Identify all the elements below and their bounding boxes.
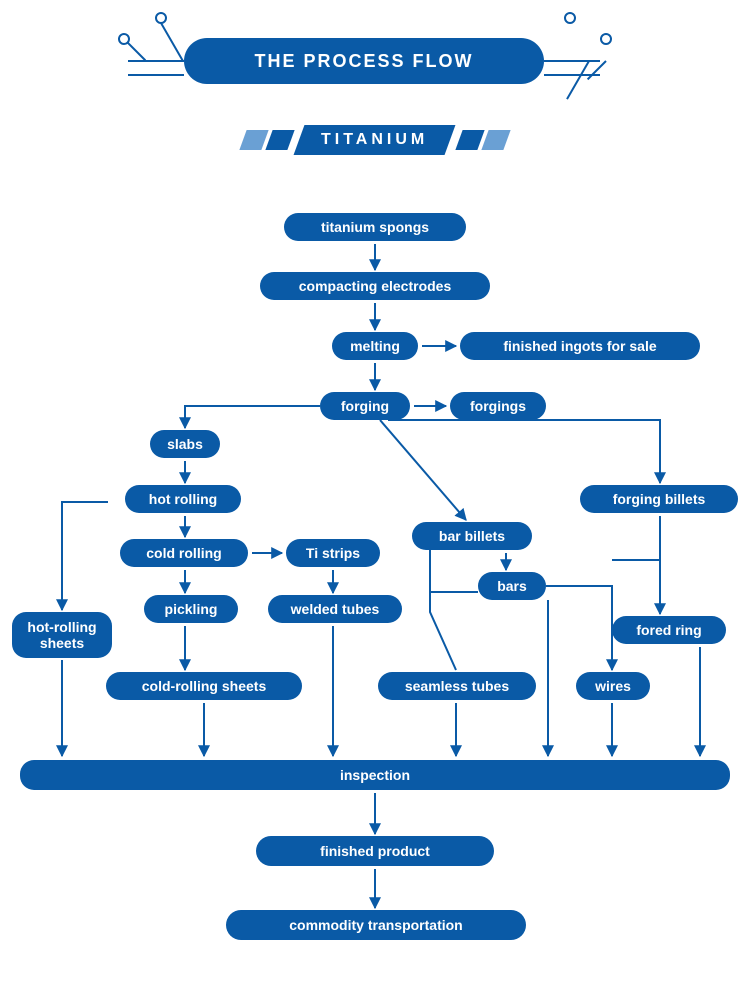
node-transport: commodity transportation: [226, 910, 526, 940]
circuit-line-left-1: [128, 60, 184, 62]
node-inspection: inspection: [20, 760, 730, 790]
skew-left-dark: [266, 130, 295, 150]
node-hotrollsheets: hot-rollingsheets: [12, 612, 112, 658]
node-forging: forging: [320, 392, 410, 420]
skew-right-dark: [455, 130, 484, 150]
circuit-dot-right-2: [564, 12, 576, 24]
node-hotrolling: hot rolling: [125, 485, 241, 513]
node-finished: finished product: [256, 836, 494, 866]
circuit-diag-left-1: [126, 41, 146, 61]
circuit-dot-right-1: [600, 33, 612, 45]
node-forgings: forgings: [450, 392, 546, 420]
node-barbillets: bar billets: [412, 522, 532, 550]
circuit-line-left-2: [128, 74, 184, 76]
circuit-diag-left-2: [160, 23, 184, 62]
node-wires: wires: [576, 672, 650, 700]
circuit-diag-right-2: [566, 61, 590, 100]
subtitle-mid: TITANIUM: [294, 125, 456, 155]
node-tistrips: Ti strips: [286, 539, 380, 567]
circuit-line-right-1: [544, 60, 600, 62]
node-melting: melting: [332, 332, 418, 360]
circuit-diag-right-1: [587, 60, 607, 80]
node-coldrollsheets: cold-rolling sheets: [106, 672, 302, 700]
node-foredring: fored ring: [612, 616, 726, 644]
skew-left-light: [240, 130, 269, 150]
skew-right-light: [481, 130, 510, 150]
subtitle-text: TITANIUM: [321, 131, 428, 149]
node-seamless: seamless tubes: [378, 672, 536, 700]
node-forgingbillets: forging billets: [580, 485, 738, 513]
title-text: THE PROCESS FLOW: [254, 51, 473, 72]
node-compacting: compacting electrodes: [260, 272, 490, 300]
title-bar: THE PROCESS FLOW: [184, 38, 544, 84]
node-weldedtubes: welded tubes: [268, 595, 402, 623]
node-ingots: finished ingots for sale: [460, 332, 700, 360]
node-bars: bars: [478, 572, 546, 600]
node-coldrolling: cold rolling: [120, 539, 248, 567]
subtitle-wrap: TITANIUM: [0, 124, 750, 156]
node-slabs: slabs: [150, 430, 220, 458]
node-pickling: pickling: [144, 595, 238, 623]
node-sponge: titanium spongs: [284, 213, 466, 241]
